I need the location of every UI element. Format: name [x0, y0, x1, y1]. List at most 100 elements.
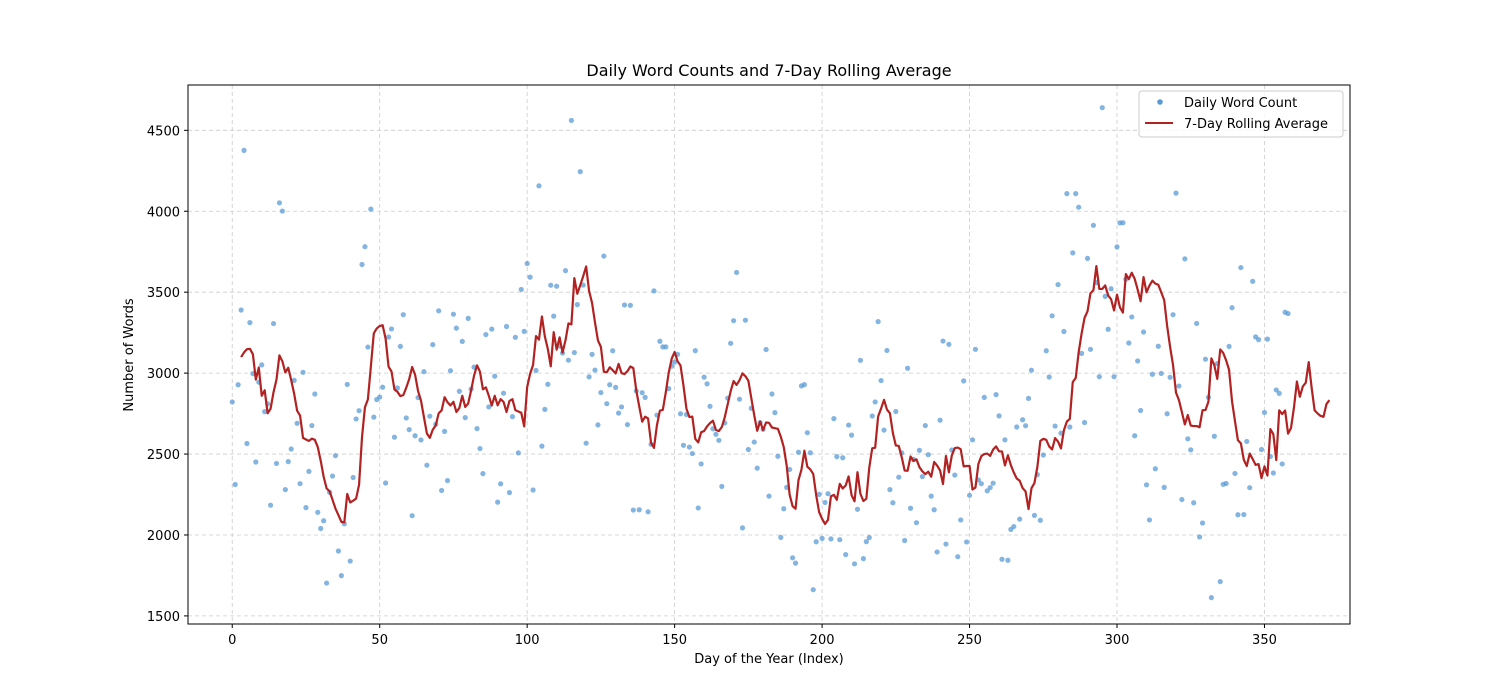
- daily-word-count-point: [321, 518, 327, 524]
- daily-word-count-point: [943, 541, 949, 547]
- daily-word-count-point: [615, 410, 622, 416]
- daily-word-count-point: [1031, 512, 1038, 518]
- daily-word-count-point: [1167, 374, 1173, 380]
- daily-word-count-point: [630, 507, 636, 513]
- x-tick-label: 250: [957, 633, 982, 648]
- daily-word-count-point: [282, 487, 288, 493]
- daily-word-count-point: [1111, 374, 1117, 380]
- daily-word-count-point: [335, 548, 342, 554]
- daily-word-count-point: [595, 422, 601, 428]
- x-tick-label: 350: [1252, 633, 1277, 648]
- daily-word-count-point: [530, 487, 536, 493]
- daily-word-count-point: [937, 417, 943, 423]
- daily-word-count-point: [731, 318, 737, 324]
- daily-word-count-point: [955, 554, 961, 560]
- daily-word-count-point: [1090, 222, 1097, 228]
- daily-word-count-point: [577, 169, 583, 175]
- daily-word-count-point: [1049, 313, 1055, 319]
- daily-word-count-point: [981, 394, 987, 400]
- daily-word-count-point: [436, 308, 442, 314]
- daily-word-count-point: [822, 499, 828, 506]
- daily-word-count-point: [524, 260, 530, 267]
- daily-word-count-point: [1028, 367, 1035, 373]
- daily-word-count-point: [368, 206, 374, 212]
- daily-word-count-point: [356, 408, 362, 414]
- daily-word-count-point: [624, 421, 631, 428]
- daily-word-count-point: [713, 431, 719, 437]
- daily-word-count-point: [807, 450, 813, 456]
- daily-word-count-point: [495, 499, 501, 505]
- daily-word-count-point: [1211, 433, 1217, 439]
- daily-word-count-point: [1208, 595, 1214, 601]
- daily-word-count-point: [347, 558, 353, 564]
- daily-word-count-point: [672, 359, 678, 365]
- y-tick-label: 3000: [147, 367, 180, 382]
- daily-word-count-point: [1099, 105, 1105, 111]
- daily-word-count-point: [1191, 500, 1197, 506]
- daily-word-count-point: [1022, 423, 1029, 429]
- daily-word-count-point: [869, 413, 875, 419]
- daily-word-count-point: [380, 384, 386, 390]
- daily-word-count-point: [787, 466, 793, 473]
- daily-word-count-point: [863, 539, 869, 545]
- daily-word-count-point: [247, 320, 253, 326]
- daily-word-count-point: [294, 420, 300, 426]
- daily-word-count-point: [344, 381, 350, 388]
- daily-word-count-point: [1232, 470, 1238, 477]
- daily-word-count-point: [259, 362, 265, 368]
- y-tick-label: 2000: [147, 529, 180, 544]
- daily-word-count-point: [427, 413, 433, 419]
- daily-word-count-point: [483, 331, 489, 338]
- daily-word-count-point: [1014, 424, 1020, 430]
- daily-word-count-point: [840, 455, 846, 461]
- daily-word-count-point: [1158, 370, 1164, 377]
- daily-word-count-point: [288, 446, 294, 452]
- daily-word-count-point: [235, 382, 241, 388]
- daily-word-count-point: [1052, 423, 1058, 429]
- daily-word-count-point: [500, 390, 507, 396]
- daily-word-count-point: [318, 525, 324, 532]
- daily-word-count-point: [813, 539, 819, 545]
- plot-data: [229, 105, 1331, 601]
- daily-word-count-point: [571, 349, 577, 356]
- daily-word-count-point: [1140, 329, 1147, 335]
- daily-word-count-point: [825, 491, 831, 497]
- daily-word-count-point: [477, 445, 483, 452]
- legend-marker-scatter: [1157, 99, 1163, 105]
- daily-word-count-point: [890, 500, 896, 506]
- daily-word-count-point: [940, 338, 946, 344]
- daily-word-count-point: [1114, 244, 1120, 250]
- daily-word-count-point: [412, 433, 418, 439]
- daily-word-count-point: [548, 282, 554, 288]
- daily-word-count-point: [801, 382, 807, 388]
- daily-word-count-point: [444, 477, 451, 484]
- daily-word-count-point: [1146, 517, 1153, 523]
- daily-word-count-point: [816, 491, 822, 497]
- daily-word-count-point: [309, 422, 315, 429]
- daily-word-count-point: [1250, 278, 1256, 284]
- daily-word-count-point: [1017, 516, 1023, 522]
- daily-word-count-point: [377, 394, 383, 400]
- daily-word-count-point: [533, 367, 539, 374]
- daily-word-count-point: [884, 347, 890, 354]
- daily-word-count-point: [645, 509, 651, 515]
- daily-word-count-point: [385, 334, 392, 340]
- daily-word-count-point: [837, 537, 843, 543]
- daily-word-count-point: [716, 437, 722, 443]
- daily-word-count-point: [1247, 485, 1253, 491]
- daily-word-count-point: [439, 487, 445, 494]
- daily-word-count-point: [636, 507, 642, 513]
- daily-word-count-point: [763, 346, 769, 353]
- daily-word-count-point: [394, 385, 400, 391]
- daily-word-count-point: [736, 396, 743, 402]
- daily-word-count-point: [589, 351, 595, 357]
- daily-word-count-point: [902, 537, 908, 544]
- daily-word-count-point: [896, 474, 902, 480]
- daily-word-count-point: [506, 489, 513, 496]
- y-tick-label: 4500: [147, 124, 180, 139]
- daily-word-count-point: [831, 416, 837, 422]
- daily-word-count-point: [1005, 557, 1011, 563]
- x-tick-label: 50: [371, 633, 388, 648]
- daily-word-count-point: [1002, 437, 1008, 443]
- daily-word-count-point: [607, 382, 613, 388]
